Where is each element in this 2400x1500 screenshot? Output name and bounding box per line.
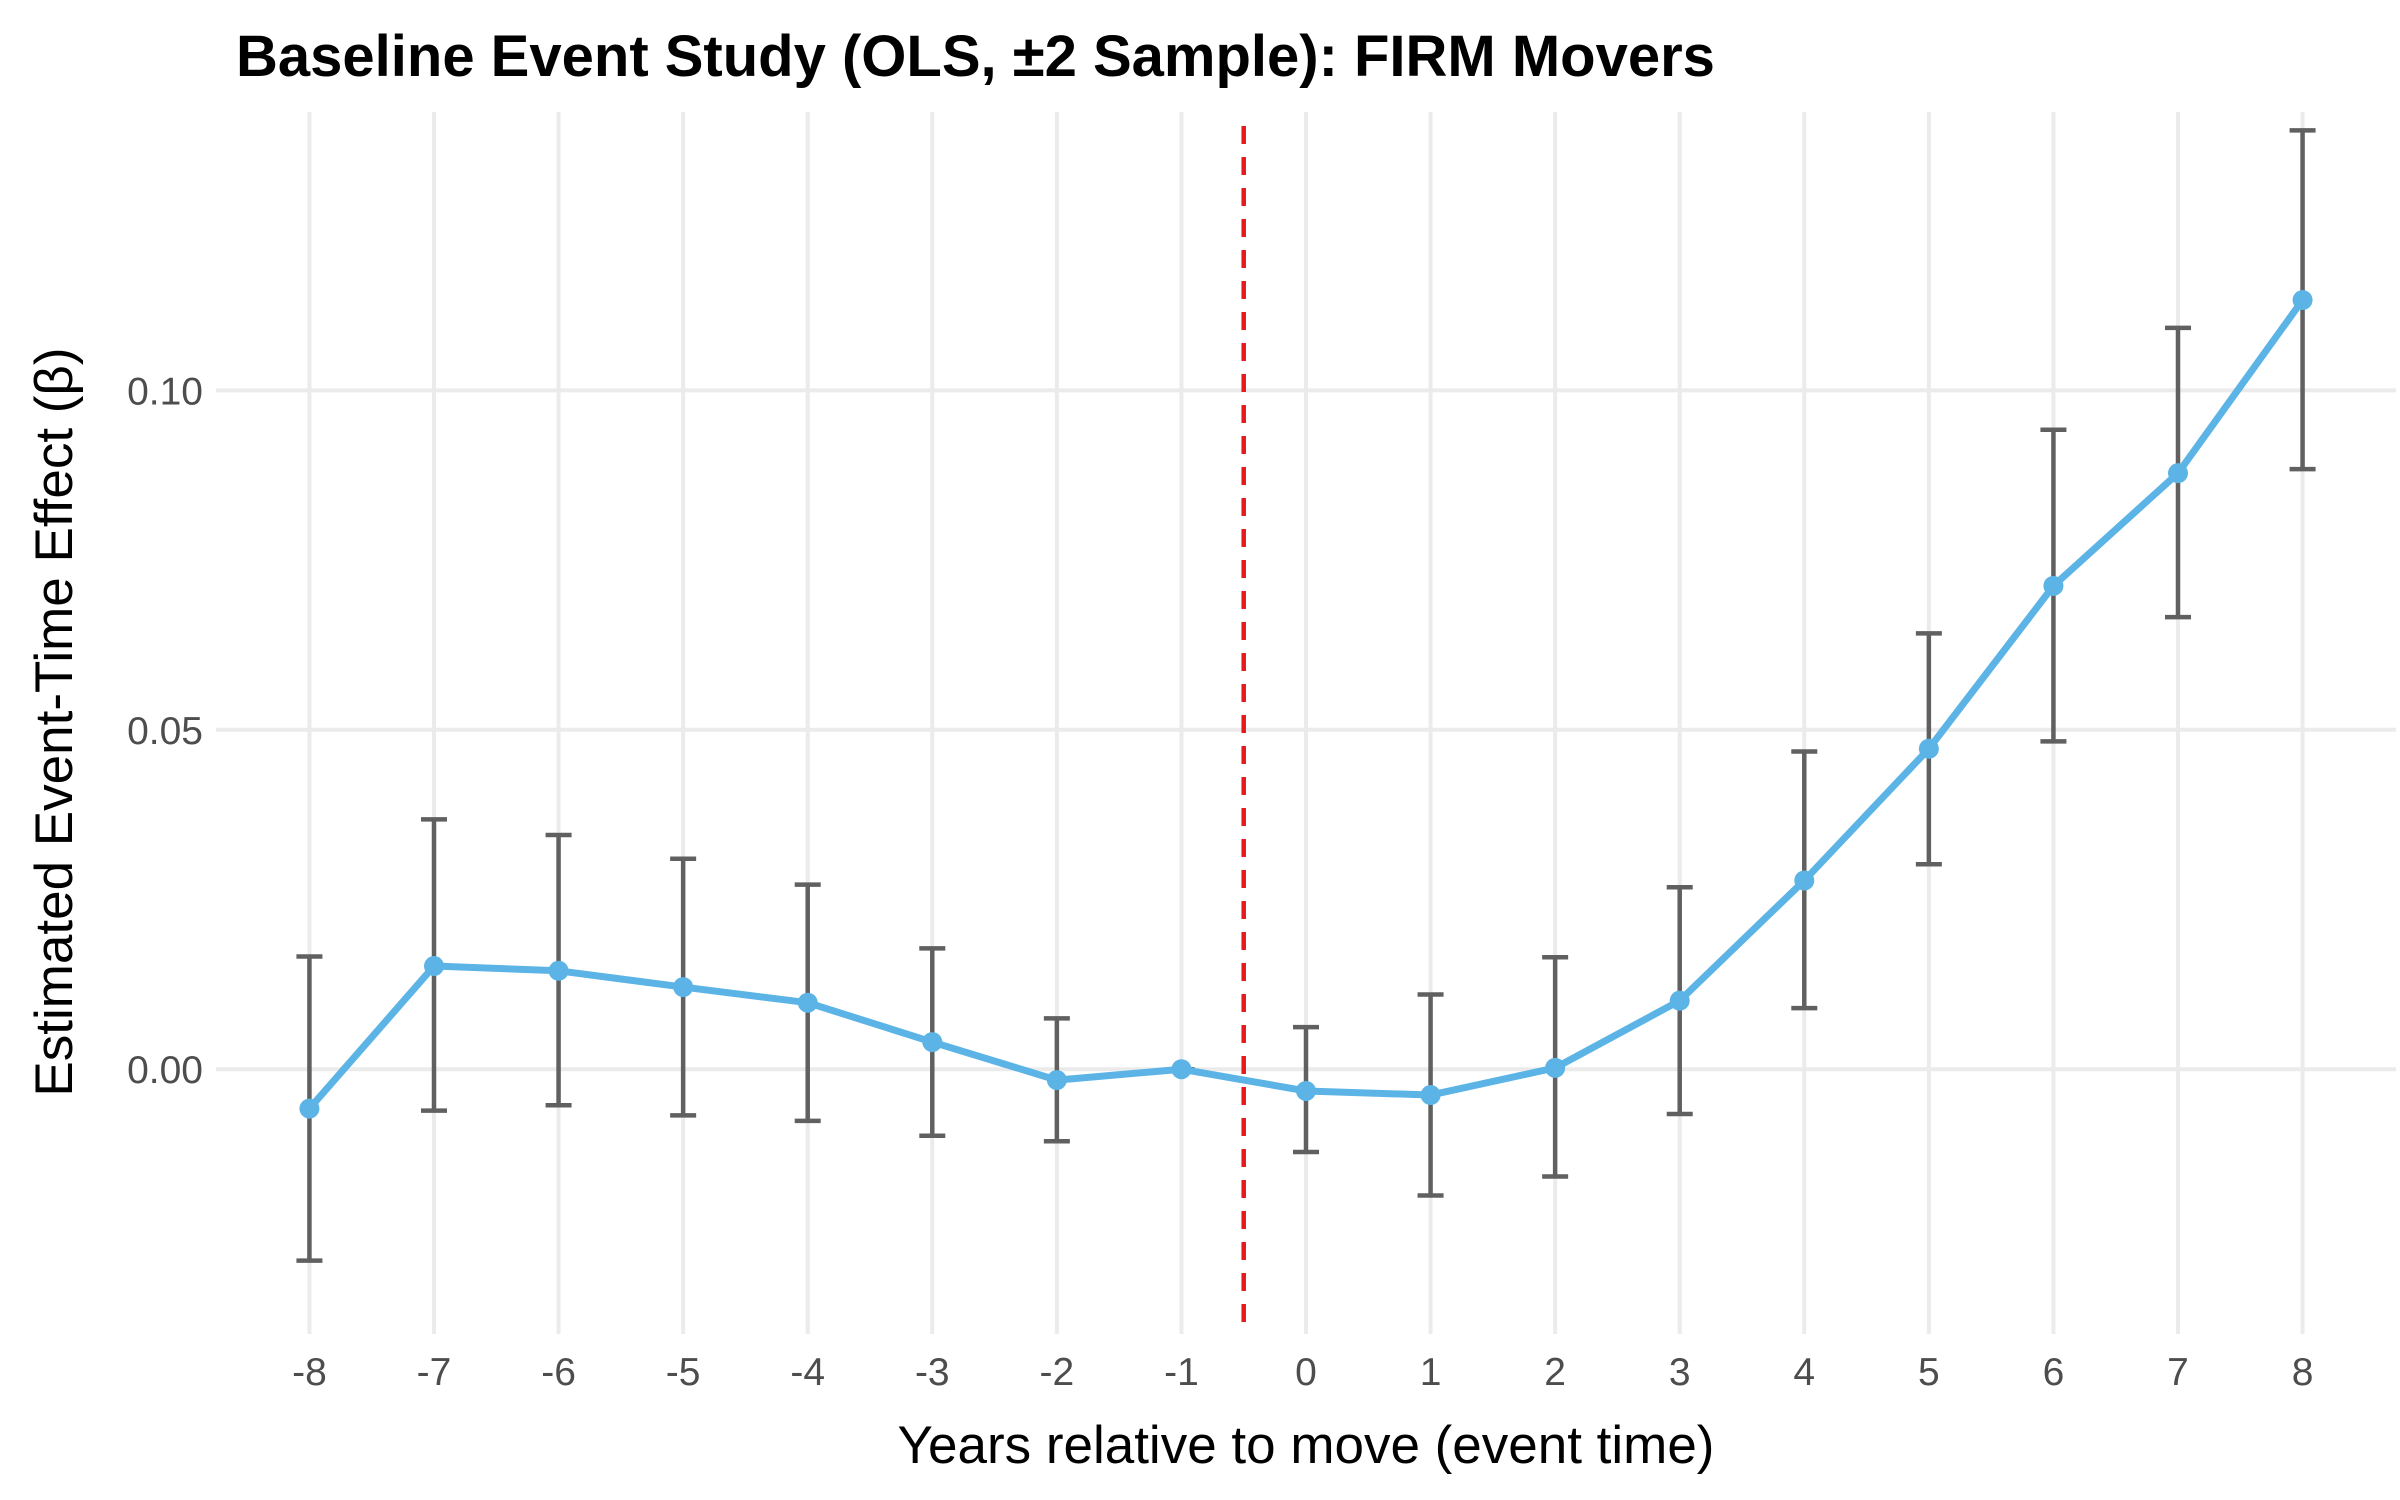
data-point bbox=[2168, 463, 2188, 484]
data-point bbox=[1420, 1085, 1441, 1106]
x-tick-label: -1 bbox=[1164, 1351, 1199, 1394]
data-point bbox=[2292, 290, 2313, 311]
x-tick-label: -8 bbox=[292, 1351, 327, 1394]
plot-area: 0.00 0.05 0.10 -8 -7 -6 -5 -4 -3 -2 -1 0 1 2 3 4 5 6 7 8 bbox=[127, 112, 2396, 1394]
data-point bbox=[1046, 1070, 1067, 1091]
data-point bbox=[1545, 1057, 1566, 1078]
data-point bbox=[1794, 870, 1815, 891]
data-point bbox=[1918, 738, 1939, 759]
data-point bbox=[424, 956, 444, 977]
y-tick-label: 0.10 bbox=[127, 370, 203, 413]
data-point bbox=[673, 977, 694, 998]
y-tick-label: 0.05 bbox=[127, 710, 203, 753]
y-axis-title: Estimated Event-Time Effect (β) bbox=[25, 347, 84, 1096]
x-tick-label: -4 bbox=[790, 1351, 825, 1394]
x-tick-label: -2 bbox=[1040, 1351, 1075, 1394]
x-tick-label: -5 bbox=[666, 1351, 701, 1394]
x-tick-label: 5 bbox=[1918, 1351, 1940, 1394]
y-tick-label: 0.00 bbox=[127, 1049, 203, 1092]
x-tick-label: 3 bbox=[1669, 1351, 1691, 1394]
x-axis-title: Years relative to move (event time) bbox=[898, 1416, 1715, 1475]
x-tick-label: 6 bbox=[2043, 1351, 2065, 1394]
data-point bbox=[1669, 990, 1690, 1011]
data-point bbox=[922, 1032, 943, 1053]
x-tick-label: 2 bbox=[1544, 1351, 1566, 1394]
x-tick-label: -6 bbox=[541, 1351, 576, 1394]
x-tick-label: 4 bbox=[1793, 1351, 1815, 1394]
data-point bbox=[548, 960, 569, 981]
x-tick-label: -3 bbox=[915, 1351, 950, 1394]
x-tick-label: 1 bbox=[1420, 1351, 1442, 1394]
x-tick-label: 8 bbox=[2292, 1351, 2314, 1394]
x-tick-label: -7 bbox=[417, 1351, 452, 1394]
data-point bbox=[797, 992, 818, 1013]
x-tick-label: 0 bbox=[1295, 1351, 1317, 1394]
data-point bbox=[2043, 575, 2064, 596]
data-point bbox=[1171, 1059, 1192, 1080]
chart-title: Baseline Event Study (OLS, ±2 Sample): F… bbox=[236, 24, 1715, 89]
data-point bbox=[299, 1098, 320, 1119]
data-point bbox=[1296, 1080, 1316, 1101]
x-tick-label: 7 bbox=[2167, 1351, 2189, 1394]
